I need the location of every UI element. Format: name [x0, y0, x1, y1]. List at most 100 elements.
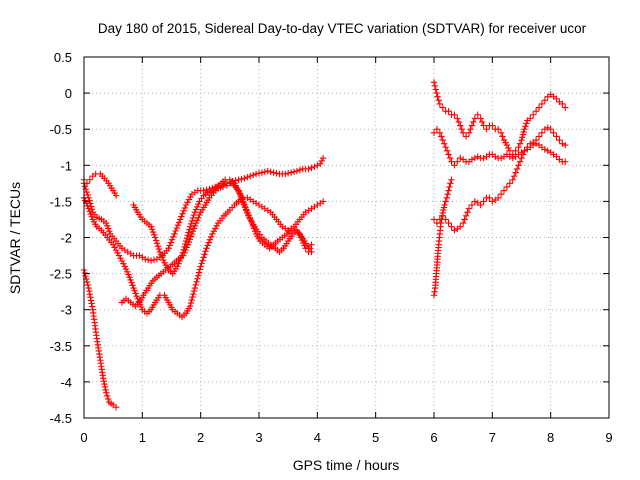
data-point-marker — [180, 246, 187, 253]
data-point-marker — [191, 222, 199, 229]
data-point-marker — [513, 165, 521, 173]
data-point-marker — [144, 256, 152, 264]
data-point-marker — [193, 278, 200, 286]
data-point-marker — [448, 223, 455, 230]
data-point-marker — [516, 158, 524, 165]
data-point-marker — [282, 170, 289, 178]
data-point-marker — [503, 183, 511, 191]
data-point-marker — [252, 170, 260, 178]
data-point-marker — [173, 224, 180, 232]
data-point-marker — [471, 154, 479, 162]
data-point-marker — [130, 284, 137, 292]
data-point-marker — [83, 278, 91, 286]
x-tick-label: 4 — [314, 430, 321, 445]
data-point-marker — [85, 284, 92, 292]
data-point-marker — [182, 240, 189, 248]
data-point-marker — [188, 217, 196, 225]
series-s1 — [80, 266, 120, 411]
data-point-marker — [541, 146, 549, 153]
data-point-marker — [175, 260, 182, 267]
data-point-marker — [201, 251, 208, 258]
data-point-marker — [88, 300, 95, 307]
data-point-marker — [148, 226, 156, 233]
x-tick-label: 8 — [547, 430, 554, 445]
data-point-marker — [101, 383, 109, 391]
data-point-marker — [478, 118, 486, 126]
data-point-marker — [437, 219, 445, 227]
data-point-marker — [87, 297, 95, 304]
data-point-marker — [100, 377, 108, 385]
data-point-marker — [152, 237, 160, 244]
data-point-marker — [158, 254, 166, 261]
y-tick-label: -3.5 — [50, 339, 72, 354]
data-point-marker — [179, 210, 186, 217]
y-tick-label: -0.5 — [50, 122, 72, 137]
data-point-marker — [203, 245, 210, 252]
data-point-marker — [486, 194, 493, 201]
data-point-marker — [192, 219, 200, 227]
data-point-marker — [174, 263, 181, 270]
data-point-marker — [550, 129, 557, 137]
data-point-marker — [171, 230, 178, 238]
data-point-marker — [261, 168, 269, 175]
data-point-marker — [190, 287, 198, 295]
data-point-marker — [196, 211, 203, 219]
data-point-marker — [480, 122, 487, 129]
data-point-marker — [454, 158, 461, 165]
data-point-marker — [506, 147, 514, 155]
data-point-marker — [118, 257, 126, 265]
data-point-marker — [242, 206, 250, 213]
data-point-marker — [205, 239, 213, 246]
data-point-marker — [430, 129, 438, 137]
data-point-marker — [553, 153, 560, 160]
data-point-marker — [457, 154, 464, 162]
data-point-marker — [86, 291, 94, 298]
x-tick-label: 1 — [139, 430, 146, 445]
data-point-marker — [319, 198, 327, 205]
data-point-marker — [195, 200, 202, 208]
y-tick-label: -4.5 — [50, 411, 72, 426]
x-axis-label: GPS time / hours — [293, 457, 400, 473]
data-point-marker — [249, 171, 257, 179]
data-point-marker — [474, 153, 481, 160]
data-point-marker — [562, 141, 569, 149]
data-point-marker — [459, 129, 467, 137]
data-point-marker — [179, 249, 187, 256]
data-point-marker — [111, 244, 118, 251]
data-point-marker — [137, 303, 145, 311]
data-point-marker — [251, 227, 259, 235]
data-point-marker — [308, 241, 315, 248]
chart-title: Day 180 of 2015, Sidereal Day-to-day VTE… — [98, 21, 587, 36]
data-point-marker — [451, 162, 458, 169]
data-point-marker — [462, 133, 470, 140]
data-point-marker — [185, 229, 192, 236]
data-point-marker — [506, 180, 514, 187]
data-point-marker — [494, 126, 502, 133]
data-point-marker — [177, 255, 185, 262]
data-point-marker — [102, 219, 110, 227]
data-point-marker — [112, 403, 120, 411]
data-point-marker — [85, 205, 92, 212]
data-point-marker — [147, 257, 155, 264]
data-point-marker — [465, 205, 473, 212]
data-point-marker — [435, 97, 442, 104]
data-point-marker — [150, 231, 158, 238]
data-point-marker — [518, 136, 525, 144]
data-point-marker — [499, 133, 506, 140]
data-point-marker — [523, 120, 530, 127]
data-point-marker — [308, 248, 315, 256]
data-point-marker — [442, 198, 449, 205]
data-point-marker — [187, 299, 195, 307]
data-point-marker — [438, 133, 445, 140]
data-point-marker — [147, 223, 155, 230]
data-point-marker — [190, 225, 198, 232]
data-point-marker — [535, 133, 543, 140]
x-tick-label: 5 — [372, 430, 379, 445]
data-point-marker — [112, 192, 120, 199]
data-point-marker — [103, 392, 111, 400]
data-point-marker — [241, 175, 248, 182]
data-point-marker — [115, 252, 123, 259]
data-point-marker — [236, 190, 243, 197]
data-point-marker — [133, 292, 140, 300]
data-point-marker — [430, 216, 438, 223]
